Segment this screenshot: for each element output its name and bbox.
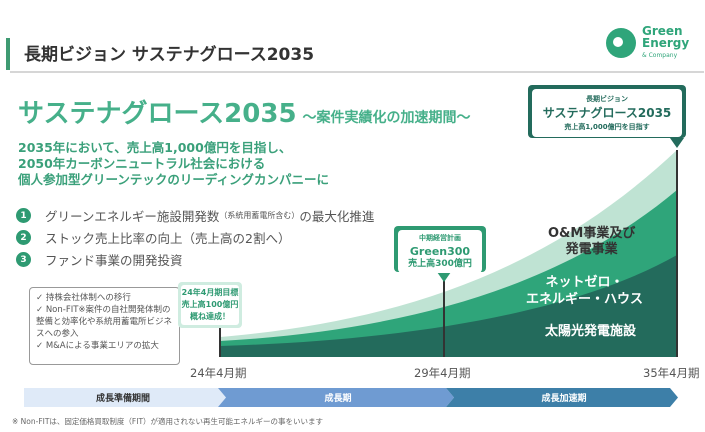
x-tick-fy29: 29年4月期: [414, 366, 471, 380]
check-item: ✓ Non-FIT※案件の自社開発体制の整備と効率化や系統用蓄電所ビジネスへの参…: [36, 305, 173, 339]
goal-text: ストック売上比率の向上（売上高の2割へ）: [45, 231, 291, 246]
headline: サステナグロース2035 ～案件実績化の加速期間～: [18, 93, 471, 130]
layer-label-solar: 太陽光発電施設: [545, 324, 637, 339]
goal-text-tail: の最大化推進: [299, 209, 375, 224]
logo-text-company: & Company: [642, 52, 678, 59]
callout-line: 長期ビジョン: [586, 95, 628, 103]
phase-label: 成長準備期間: [95, 394, 150, 404]
headline-main: サステナグロース2035: [18, 99, 297, 129]
callout-line: サステナグロース2035: [542, 106, 672, 120]
logo-mark-icon: [606, 28, 636, 58]
goal-item: 2 ストック売上比率の向上（売上高の2割へ）: [16, 228, 290, 247]
callout-vision-2035: 長期ビジョンサステナグロース2035 売上高1,000億円を目指す: [528, 85, 686, 138]
title-accent-bar: [6, 38, 10, 70]
footnote: ※ Non-FITは、固定価格買取制度（FIT）が適用されない再生可能エネルギー…: [12, 417, 324, 426]
layer-label-om: O&M事業及び 発電事業: [548, 226, 636, 257]
phase-arrow-2: [218, 388, 454, 407]
lead-line: 2035年において、売上高1,000億円を目指し、: [18, 140, 292, 155]
goal-text: ファンド事業の開発投資: [45, 253, 183, 268]
callout-line: 売上高100億円: [181, 300, 239, 309]
logo-text-green: Green: [642, 24, 683, 38]
goal-item: 1 グリーンエネルギー施設開発数 （系統用蓄電所含む） の最大化推進: [16, 206, 374, 225]
callout-line: 売上高1,000億円を目指す: [564, 123, 650, 131]
layer-label-zeh: ネットゼロ・ エネルギー・ハウス: [526, 275, 644, 307]
phase-label: 成長期: [324, 394, 352, 404]
phase-label: 成長加速期: [541, 394, 587, 404]
headline-sub: ～案件実績化の加速期間～: [302, 110, 471, 126]
goal-note: （系統用蓄電所含む）: [219, 211, 300, 220]
lead-text: 2035年において、売上高1,000億円を目指し、 2050年カーボンニュートラ…: [18, 140, 329, 188]
goal-text: グリーンエネルギー施設開発数: [45, 209, 220, 224]
x-tick-fy35: 35年4月期: [643, 366, 700, 380]
callout-line: 売上高300億円: [408, 259, 472, 269]
phase-arrow-1: [24, 388, 226, 407]
initiatives-box: ✓ 持株会社体制への移行 ✓ Non-FIT※案件の自社開発体制の整備と効率化や…: [29, 287, 180, 365]
lead-line: 2050年カーボンニュートラル社会における: [18, 156, 266, 171]
callout-line: 概ね達成！: [190, 312, 230, 321]
x-tick-fy24: 24年4月期: [190, 366, 247, 380]
goal-item: 3 ファンド事業の開発投資: [16, 250, 183, 269]
number-badge: 3: [16, 252, 31, 267]
callout-green300: 中期経営計画 Green300 売上高300億円: [394, 226, 486, 273]
callout-pointer: [437, 272, 451, 282]
logo-text-energy: Energy: [642, 36, 690, 50]
callout-line: 24年4月期目標: [181, 288, 239, 297]
area-solar: [220, 255, 677, 357]
callout-line: Green300: [409, 245, 471, 258]
page-title: 長期ビジョン サステナグロース2035: [24, 45, 315, 65]
phase-arrow-3: [446, 388, 678, 407]
number-badge: 2: [16, 230, 31, 245]
callout-pointer: [670, 138, 684, 148]
check-item: ✓ 持株会社体制への移行: [36, 293, 131, 303]
number-badge: 1: [16, 208, 31, 223]
check-item: ✓ M&Aによる事業エリアの拡大: [36, 341, 159, 351]
company-logo: Green Energy & Company: [604, 24, 700, 64]
lead-line: 個人参加型グリーンテックのリーディングカンパニーに: [18, 172, 330, 187]
callout-fy24-target: 24年4月期目標 売上高100億円 概ね達成！: [178, 282, 242, 328]
callout-line: 中期経営計画: [419, 234, 461, 242]
title-divider: [10, 71, 704, 73]
